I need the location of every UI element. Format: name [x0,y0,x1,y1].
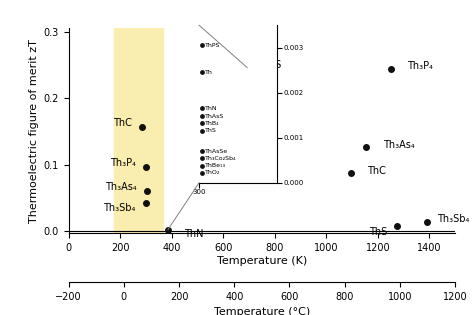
Point [198,106,206,111]
X-axis label: Temperature (K): Temperature (K) [217,255,307,266]
Point [363,145,370,150]
Y-axis label: Thermoelectric figure of merit zT: Thermoelectric figure of merit zT [29,39,39,223]
Point [164,227,172,232]
Text: Th₃P₄: Th₃P₄ [109,158,136,168]
Point [423,220,430,225]
Text: ThC: ThC [113,118,132,128]
Point [142,164,150,169]
Text: Th₃Co₂Sb₄: Th₃Co₂Sb₄ [205,156,236,161]
Point [138,124,146,129]
Point [393,224,401,229]
Point [198,43,206,48]
Text: ThN: ThN [205,106,218,111]
Bar [114,28,163,233]
Text: Th₃Sb₄: Th₃Sb₄ [437,214,469,224]
Text: ThB₄: ThB₄ [205,121,219,126]
Text: Th₃P₄: Th₃P₄ [407,61,433,71]
Point [244,65,251,70]
Text: Th: Th [205,70,213,75]
Text: Th: Th [260,93,273,102]
Point [198,149,206,154]
Text: Th₃As₄: Th₃As₄ [105,181,137,192]
Text: Th₃As₄: Th₃As₄ [383,140,414,150]
Point [198,121,206,126]
Text: ThPS: ThPS [257,60,282,70]
Point [347,171,355,176]
Text: ThO₂: ThO₂ [205,170,220,175]
Text: Th₃Sb₄: Th₃Sb₄ [103,203,136,213]
Text: ThAsS: ThAsS [205,114,224,119]
Text: ThN: ThN [184,229,204,239]
Point [198,70,206,75]
X-axis label: Temperature (°C): Temperature (°C) [214,307,310,315]
Point [240,98,247,103]
Point [142,201,150,206]
Point [198,163,206,168]
Point [198,156,206,161]
Point [198,129,206,134]
Text: ThC: ThC [367,166,386,175]
Text: ThS: ThS [369,227,387,238]
Point [144,188,151,193]
Point [387,66,394,72]
Text: ThAsSe: ThAsSe [205,149,228,154]
Point [198,114,206,119]
Text: ThPS: ThPS [205,43,220,48]
Point [198,170,206,175]
Text: ThBe₁₃: ThBe₁₃ [205,163,226,168]
Text: ThS: ThS [205,129,217,134]
